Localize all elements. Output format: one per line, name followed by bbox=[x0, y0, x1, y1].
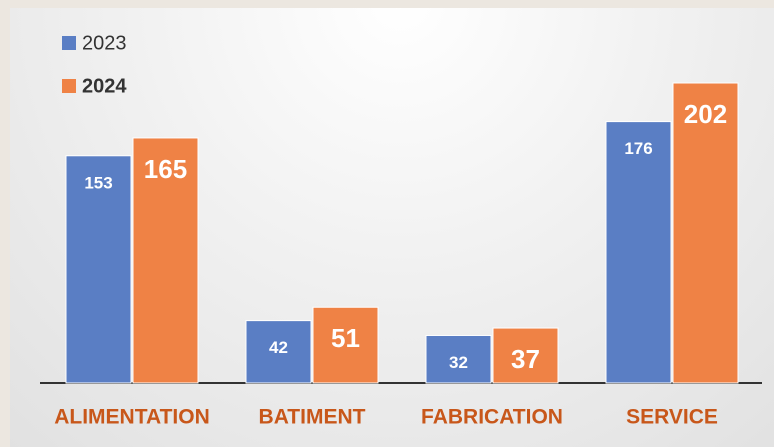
data-label: 202 bbox=[684, 99, 727, 129]
bar bbox=[65, 155, 132, 384]
bar bbox=[492, 327, 559, 384]
bar bbox=[672, 82, 739, 384]
x-tick-label: ALIMENTATION bbox=[54, 406, 210, 429]
bar bbox=[312, 306, 379, 384]
data-label: 51 bbox=[331, 323, 360, 353]
data-label: 176 bbox=[624, 139, 652, 158]
bar bbox=[245, 320, 312, 384]
legend-label: 2024 bbox=[82, 75, 127, 97]
bar bbox=[425, 334, 492, 384]
x-tick-label: BATIMENT bbox=[259, 406, 366, 429]
bar bbox=[605, 121, 672, 384]
bar bbox=[132, 137, 199, 384]
data-label: 37 bbox=[511, 344, 540, 374]
data-label: 42 bbox=[269, 338, 288, 357]
x-tick-label: FABRICATION bbox=[421, 406, 563, 429]
legend-label: 2023 bbox=[82, 32, 127, 54]
data-label: 32 bbox=[449, 353, 468, 372]
x-tick-label: SERVICE bbox=[626, 406, 718, 429]
data-label: 153 bbox=[84, 173, 112, 192]
legend-swatch bbox=[62, 79, 76, 93]
legend-swatch bbox=[62, 36, 76, 50]
data-label: 165 bbox=[144, 154, 187, 184]
